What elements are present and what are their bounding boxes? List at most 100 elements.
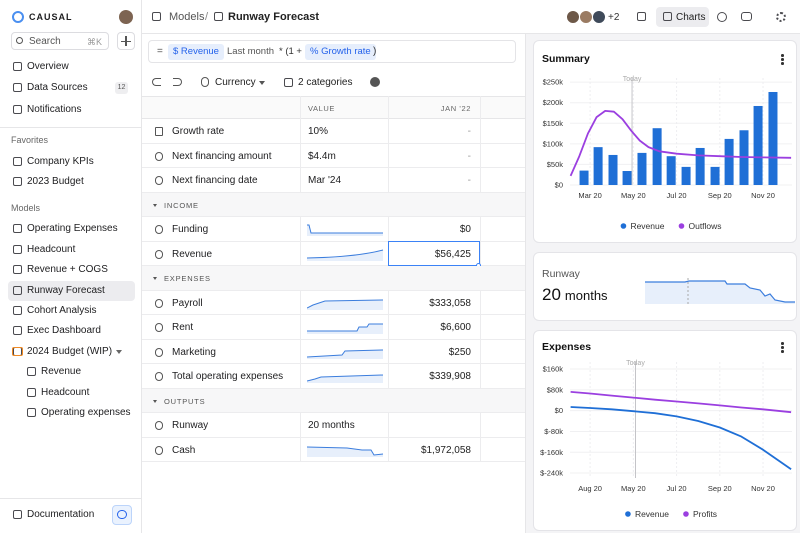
column-header: VALUE <box>308 104 336 113</box>
nav-label: Headcount <box>27 244 76 255</box>
search-shortcut: ⌘K <box>87 37 103 47</box>
sparkline-line <box>645 280 795 303</box>
formula-rate[interactable]: % Growth rate <box>305 44 376 60</box>
row-name: Revenue <box>172 248 213 260</box>
icon <box>13 157 22 166</box>
row-name: Total operating expenses <box>172 371 284 382</box>
icon <box>13 510 22 519</box>
categories-select[interactable]: 2 categories <box>298 77 353 88</box>
row-name: Marketing <box>172 346 216 358</box>
chevron <box>116 350 122 354</box>
format-select[interactable]: Currency <box>215 77 256 88</box>
table-row[interactable] <box>142 413 525 438</box>
row-icon <box>155 298 163 308</box>
undo-icon[interactable] <box>152 78 161 86</box>
menu-dot[interactable] <box>781 350 784 353</box>
charts-label: Charts <box>676 12 706 23</box>
collaborator-avatar <box>566 10 580 24</box>
avatar[interactable] <box>119 10 133 24</box>
chevron <box>153 399 157 403</box>
menu-dot[interactable] <box>781 346 784 349</box>
icon <box>637 12 646 21</box>
icon <box>13 306 22 315</box>
row-icon <box>155 249 163 259</box>
row-jan: $1,972,058 <box>420 444 471 456</box>
divider <box>0 127 142 128</box>
new-button[interactable] <box>117 32 135 50</box>
icon <box>13 286 22 295</box>
badge: 12 <box>115 82 128 94</box>
nav-label: Operating Expenses <box>27 223 118 234</box>
row-value: 10% <box>308 126 329 137</box>
row-name: Runway <box>172 420 209 431</box>
row-jan: $339,908 <box>429 371 471 382</box>
formula-offset: Last month <box>227 46 274 57</box>
search-box[interactable] <box>11 32 109 50</box>
row-name: Rent <box>172 322 194 333</box>
sparkline-line <box>307 374 384 382</box>
icon <box>27 408 36 417</box>
sparkline-line <box>307 299 384 308</box>
sparkline-area <box>307 349 383 359</box>
nav-label: Cohort Analysis <box>27 305 97 316</box>
icon <box>13 245 22 254</box>
table-row[interactable] <box>142 438 525 462</box>
breadcrumb-parent[interactable]: Models <box>169 11 205 23</box>
group-row[interactable] <box>142 192 525 217</box>
runway-number: 20 <box>542 285 561 304</box>
history-icon[interactable] <box>717 12 727 22</box>
row-icon <box>155 421 163 430</box>
menu-dot[interactable] <box>781 54 784 57</box>
menu-dot[interactable] <box>781 342 784 345</box>
settings-icon[interactable] <box>776 12 786 22</box>
table-row[interactable] <box>142 364 525 389</box>
currency-icon <box>201 77 209 87</box>
row-name: Payroll <box>172 297 203 309</box>
section-heading: Favorites <box>11 135 49 145</box>
group-label: EXPENSES <box>164 274 211 283</box>
sparkline <box>307 299 384 310</box>
brand: CAUSAL <box>29 12 73 22</box>
formula-reference[interactable]: $ Revenue <box>168 44 224 60</box>
table-row[interactable] <box>142 315 525 340</box>
icon <box>152 12 161 21</box>
sparkline-line <box>307 446 384 456</box>
formula-operator: * (1 + <box>279 46 302 57</box>
table-row[interactable] <box>142 242 525 266</box>
icon <box>13 224 22 233</box>
redo-icon[interactable] <box>173 78 182 86</box>
nav-label: Revenue <box>41 366 82 377</box>
table-row[interactable] <box>142 144 525 168</box>
row-jan: $56,425 <box>434 248 471 260</box>
group-row[interactable] <box>142 388 525 413</box>
nav-label: Notifications <box>27 104 82 115</box>
icon <box>13 62 22 71</box>
row-name: Funding <box>172 224 209 235</box>
breadcrumb-current: Runway Forecast <box>228 11 320 23</box>
breadcrumb-separator: / <box>205 11 209 23</box>
table-row[interactable] <box>142 168 525 193</box>
sparkline <box>307 446 384 457</box>
sparkline <box>307 374 384 383</box>
table-row[interactable] <box>142 340 525 364</box>
table-row[interactable] <box>142 291 525 315</box>
sparkline-line <box>307 323 383 332</box>
menu-dot[interactable] <box>781 58 784 61</box>
chevron <box>153 203 157 207</box>
comment-icon[interactable] <box>370 77 380 87</box>
table-header <box>142 96 525 119</box>
divider <box>0 498 142 499</box>
sparkline-area <box>307 324 383 334</box>
menu-dot[interactable] <box>781 62 784 65</box>
group-row[interactable] <box>142 266 525 291</box>
active-item <box>8 281 135 301</box>
comments-icon[interactable] <box>741 12 752 21</box>
sparkline <box>307 249 384 261</box>
row-icon <box>155 151 163 161</box>
table-row[interactable] <box>142 119 525 144</box>
row-value: $4.4m <box>308 150 336 162</box>
sparkline-area <box>307 249 383 261</box>
icon <box>13 326 22 335</box>
row-jan: - <box>467 150 471 162</box>
table-row[interactable] <box>142 217 525 242</box>
